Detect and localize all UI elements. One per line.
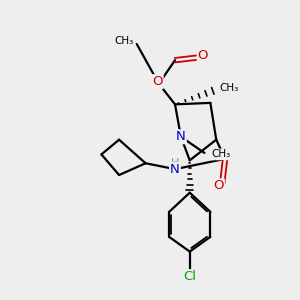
Text: O: O [198,49,208,62]
Text: O: O [213,179,224,192]
Text: CH₃: CH₃ [219,83,238,93]
Text: N: N [170,163,180,176]
Text: O: O [152,75,163,88]
Text: Cl: Cl [183,270,196,283]
Text: N: N [176,130,186,143]
Text: CH₃: CH₃ [114,36,133,46]
Text: CH₃: CH₃ [211,149,230,159]
Text: H: H [171,158,179,168]
